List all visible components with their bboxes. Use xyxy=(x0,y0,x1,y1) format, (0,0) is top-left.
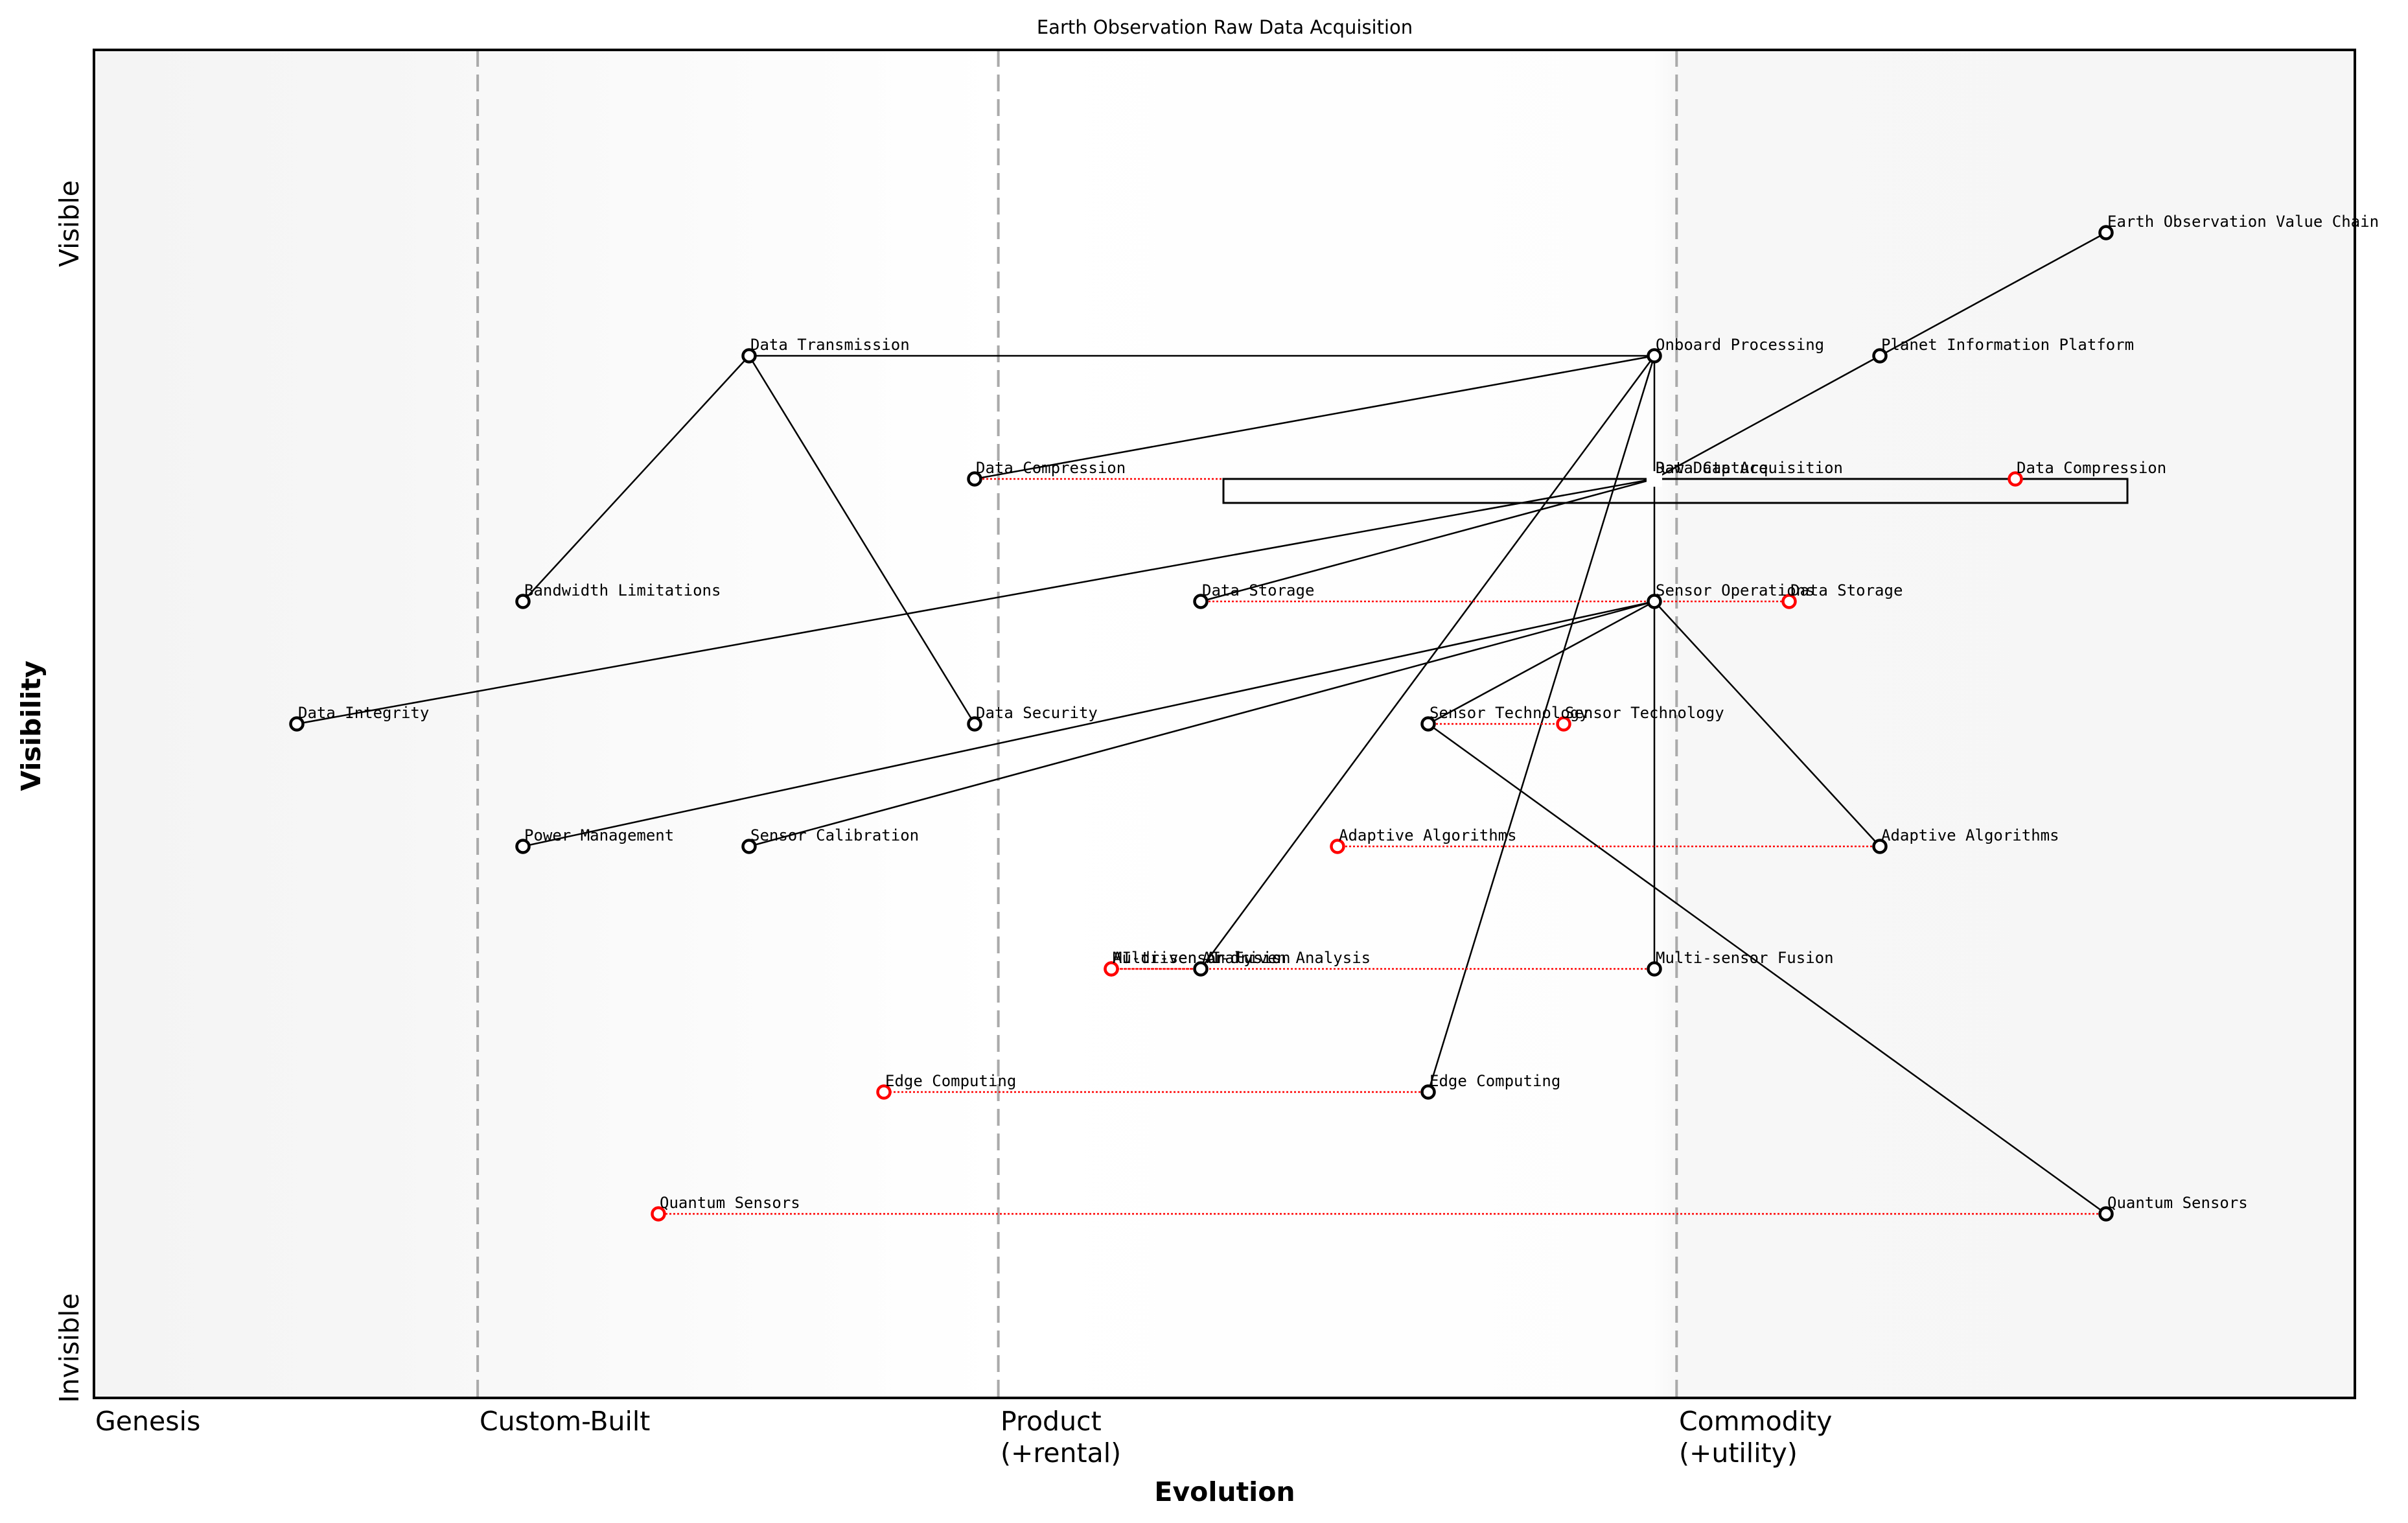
annotation-box xyxy=(1222,478,2129,504)
component-label: Bandwidth Limitations xyxy=(524,581,721,599)
x-axis-title: Evolution xyxy=(1154,1476,1295,1507)
stage-commodity-sub: (+utility) xyxy=(1679,1437,1798,1469)
dependency-edge xyxy=(748,355,976,725)
component-label: Power Management xyxy=(524,826,674,844)
stage-dividers xyxy=(476,50,1678,1398)
component-label: AI-driven Analysis xyxy=(1202,949,1371,967)
component-label: Multi-sensor Fusion xyxy=(1656,949,1834,967)
component-label: AI-driven Analysis xyxy=(1113,949,1281,967)
y-axis-title: Visibility xyxy=(16,660,47,791)
stage-custom-built: Custom-Built xyxy=(480,1406,650,1437)
component-label: Quantum Sensors xyxy=(660,1194,800,1212)
component-node[interactable] xyxy=(1420,716,1436,732)
component-label: Earth Observation Value Chain xyxy=(2107,213,2379,231)
component-label: Data Capture xyxy=(1656,459,1768,477)
component-label: Sensor Technology xyxy=(1565,704,1724,722)
dependency-edge xyxy=(296,478,1655,725)
component-node[interactable] xyxy=(1193,961,1209,977)
component-labels: Earth Observation Value Chain Planet Info… xyxy=(298,213,2379,1212)
dependency-edge xyxy=(522,355,750,602)
dependency-edge xyxy=(1200,478,1655,603)
component-label: Data Compression xyxy=(2017,459,2166,477)
component-node[interactable] xyxy=(1872,348,1888,364)
components xyxy=(289,225,2114,1222)
dependency-edges xyxy=(296,231,2107,1215)
x-axis: Genesis Custom-Built Product (+rental) C… xyxy=(95,1406,1832,1507)
dependency-edge xyxy=(974,355,1655,480)
component-label: Data Storage xyxy=(1790,581,1903,599)
stage-genesis: Genesis xyxy=(95,1406,200,1437)
component-node[interactable] xyxy=(741,348,757,364)
component-label: Adaptive Algorithms xyxy=(1881,826,2059,844)
stage-product: Product xyxy=(1001,1406,1102,1437)
component-label: Data Storage xyxy=(1202,581,1314,599)
dependency-edge xyxy=(1654,601,1881,847)
dependency-edge xyxy=(748,600,1655,848)
y-label-visible: Visible xyxy=(54,180,85,267)
component-node[interactable] xyxy=(515,839,531,854)
component-label: Data Transmission xyxy=(750,336,910,354)
dependency-edge xyxy=(522,600,1655,848)
dependency-edge xyxy=(1428,600,1655,725)
component-label: Multi-sensor Fusion xyxy=(1113,949,1291,967)
dependency-edge xyxy=(1428,723,2107,1215)
component-label: Data Security xyxy=(976,704,1098,722)
evolved-component-node[interactable] xyxy=(651,1206,666,1222)
plot-area: Earth Observation Value Chain Planet Info… xyxy=(93,49,2379,1399)
component-node[interactable] xyxy=(1420,1084,1436,1100)
component-label: Raw Data Acquisition xyxy=(1656,459,1843,477)
chart-title: Earth Observation Raw Data Acquisition xyxy=(1037,16,1413,38)
component-node[interactable] xyxy=(967,716,982,732)
component-label: Sensor Technology xyxy=(1430,704,1589,722)
y-axis: Visible Invisible Visibility xyxy=(16,180,85,1403)
component-label: Planet Information Platform xyxy=(1881,336,2134,354)
component-label: Edge Computing xyxy=(885,1072,1016,1090)
component-node[interactable] xyxy=(2098,225,2114,240)
component-label: Edge Computing xyxy=(1430,1072,1560,1090)
component-label: Onboard Processing xyxy=(1656,336,1824,354)
component-label: Data Compression xyxy=(976,459,1126,477)
stage-product-sub: (+rental) xyxy=(1001,1437,1121,1469)
dependency-edge xyxy=(1654,355,1881,480)
evolved-component-node[interactable] xyxy=(1104,961,1119,977)
component-node[interactable] xyxy=(2098,1206,2114,1222)
component-node[interactable] xyxy=(289,716,305,732)
component-node[interactable] xyxy=(741,839,757,854)
evolved-component-node[interactable] xyxy=(1556,716,1571,732)
plot-background xyxy=(94,50,2355,1398)
component-node[interactable] xyxy=(1647,961,1662,977)
evolved-component-node[interactable] xyxy=(1781,594,1797,609)
component-node[interactable] xyxy=(515,594,531,609)
anchor-marker[interactable] xyxy=(1647,471,1662,487)
y-label-invisible: Invisible xyxy=(54,1293,85,1402)
component-label: Adaptive Algorithms xyxy=(1339,826,1517,844)
component-node[interactable] xyxy=(967,471,982,487)
component-node[interactable] xyxy=(1872,839,1888,854)
component-label: Sensor Operations xyxy=(1656,581,1815,599)
stage-commodity: Commodity xyxy=(1679,1406,1832,1437)
component-label: Data Integrity xyxy=(298,704,429,722)
evolved-component-node[interactable] xyxy=(876,1084,892,1100)
evolved-component-node[interactable] xyxy=(1330,839,1345,854)
component-node[interactable] xyxy=(1647,594,1662,609)
component-node[interactable] xyxy=(1647,348,1662,364)
plot-frame xyxy=(93,49,2356,1399)
component-node[interactable] xyxy=(1193,594,1209,609)
evolved-component-node[interactable] xyxy=(2008,471,2023,487)
component-label: Sensor Calibration xyxy=(750,826,919,844)
dependency-edge xyxy=(1879,231,2107,357)
component-label: Quantum Sensors xyxy=(2107,1194,2248,1212)
